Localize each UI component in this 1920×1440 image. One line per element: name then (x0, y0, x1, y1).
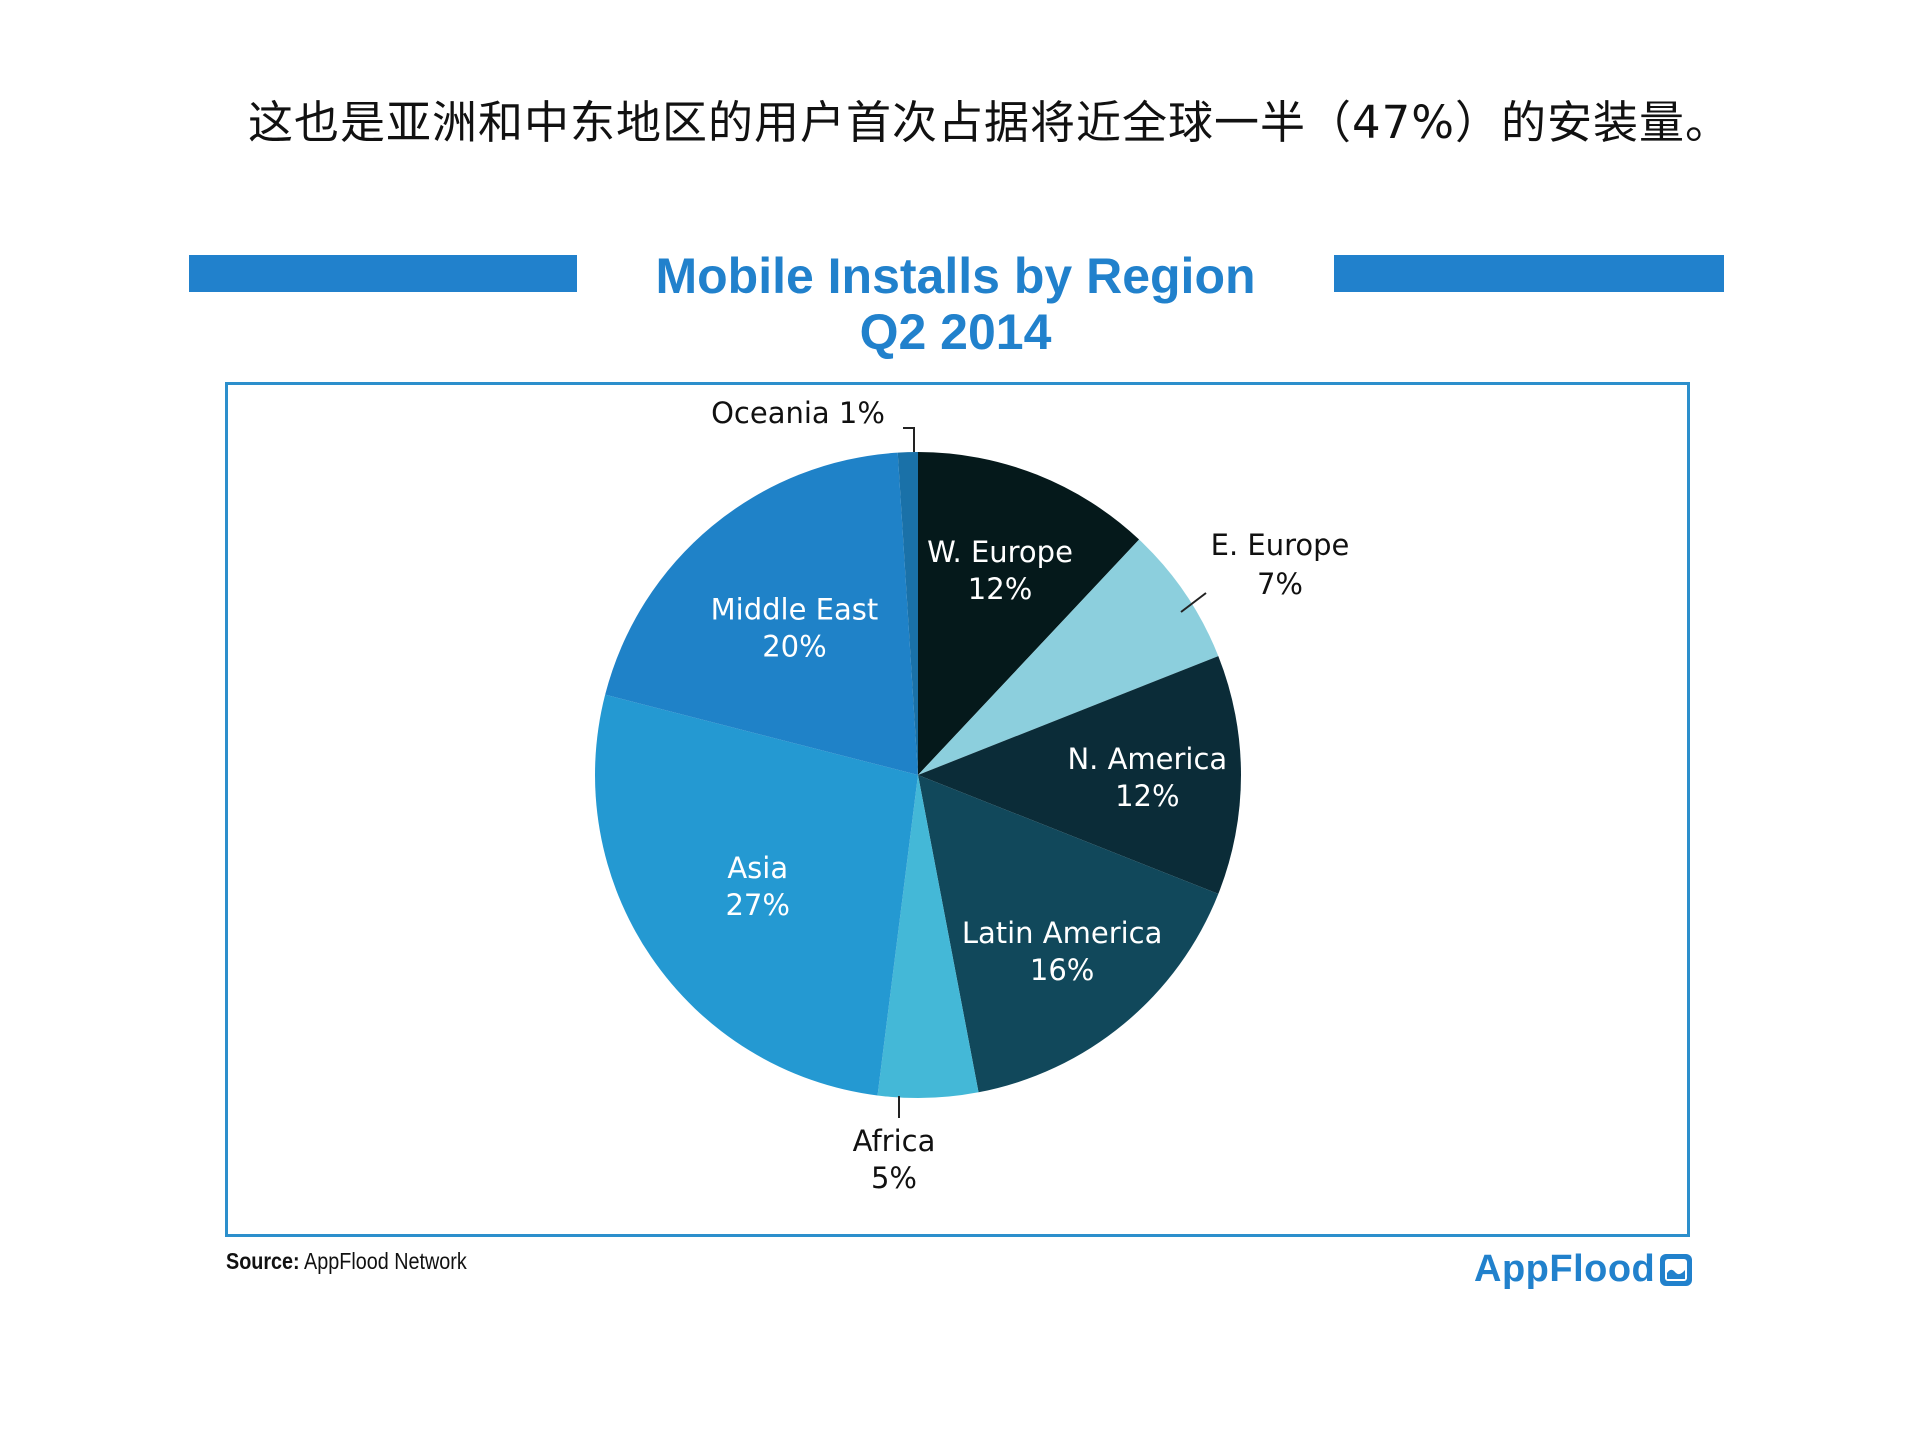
slice-label-e-europe-value: 7% (1257, 567, 1303, 601)
leader-line-e-europe (1180, 592, 1207, 613)
pie-slice-africa (877, 775, 979, 1098)
headline: 这也是亚洲和中东地区的用户首次占据将近全球一半（47%）的安装量。 (248, 96, 1732, 149)
pie-slice-latin-america (918, 775, 1219, 1093)
slice-label-africa-value: 5% (871, 1161, 917, 1195)
slice-label-middle-east: Middle East (711, 593, 879, 627)
leader-line-oceania (903, 427, 915, 452)
pie-slice-e-europe (918, 539, 1219, 775)
appflood-logo: AppFlood (1474, 1248, 1693, 1291)
chart-frame (225, 382, 1690, 1237)
logo-text: AppFlood (1474, 1248, 1656, 1290)
slice-label-n-america: N. America (1067, 742, 1227, 776)
source-note: Source: AppFlood Network (226, 1248, 467, 1275)
pie-slice-w-europe (918, 452, 1140, 775)
source-text: AppFlood Network (304, 1248, 467, 1274)
slice-label-middle-east-value: 20% (762, 630, 826, 664)
slice-label-asia: Asia (727, 851, 788, 885)
slice-label-latin-america: Latin America (962, 916, 1163, 950)
slice-label-oceania: Oceania 1% (711, 396, 885, 430)
appflood-logo-icon (1660, 1253, 1693, 1286)
pie-slice-middle-east (605, 452, 918, 775)
slice-label-e-europe: E. Europe (1211, 528, 1350, 562)
chart-title: Mobile Installs by Region (655, 248, 1256, 304)
source-label: Source: (226, 1248, 300, 1274)
slice-label-w-europe: W. Europe (927, 535, 1073, 569)
pie-slice-asia (594, 694, 918, 1096)
slice-label-n-america-value: 12% (1115, 779, 1179, 813)
slice-label-asia-value: 27% (725, 888, 789, 922)
pie-slice-n-america (918, 656, 1241, 894)
title-bar-left (189, 255, 577, 292)
pie-slice-oceania (897, 452, 918, 775)
slice-label-africa: Africa (853, 1124, 936, 1158)
slice-label-latin-america-value: 16% (1030, 953, 1094, 987)
slice-label-w-europe-value: 12% (968, 572, 1032, 606)
title-bar-right (1334, 255, 1724, 292)
chart-subtitle: Q2 2014 (859, 304, 1052, 360)
